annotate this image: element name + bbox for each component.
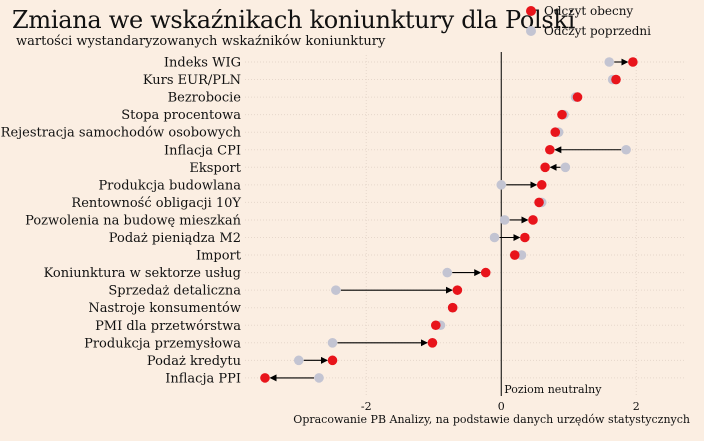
current-point (430, 320, 441, 331)
x-tick-label: 2 (633, 400, 640, 413)
previous-point (496, 180, 507, 190)
previous-point (499, 215, 510, 225)
previous-point (331, 285, 341, 295)
previous-point (604, 57, 615, 67)
category-label: Kurs EUR/PLN (143, 73, 241, 88)
current-point (452, 285, 463, 295)
current-point (327, 355, 338, 366)
grid (245, 55, 685, 396)
category-labels: Indeks WIG Kurs EUR/PLN Bezrobocie Stopa pr… (1, 56, 242, 387)
x-tick-label: -2 (361, 400, 372, 413)
previous-point (293, 355, 304, 366)
previous-point (327, 338, 338, 348)
previous-point (560, 162, 571, 173)
current-point (260, 373, 270, 383)
source-note: Opracowanie PB Analizy, na podstawie dan… (293, 413, 690, 426)
previous-point (314, 373, 324, 383)
current-point (540, 162, 550, 173)
category-label: PMI dla przetwórstwa (95, 319, 241, 334)
legend-previous-label: Odczyt poprzedni (544, 24, 651, 38)
category-label: Podaż kredytu (147, 354, 241, 369)
current-point (447, 302, 458, 313)
category-label: Pozwolenia na budowę mieszkań (25, 213, 241, 228)
previous-point (442, 267, 453, 278)
previous-point (621, 144, 631, 155)
category-label: Produkcja budowlana (98, 178, 241, 193)
category-label: Indeks WIG (164, 56, 241, 71)
current-point (628, 57, 638, 67)
previous-point (516, 250, 527, 260)
current-point (545, 144, 555, 155)
category-label: Koniunktura w sektorze usług (44, 266, 241, 281)
current-point (480, 267, 491, 278)
legend: Odczyt obecny Odczyt poprzedni (526, 4, 651, 38)
current-point (611, 74, 621, 85)
neutral-label: Poziom neutralny (504, 383, 602, 396)
category-label: Produkcja przemysłowa (84, 336, 241, 351)
current-point (528, 215, 538, 225)
category-label: Inflacja CPI (164, 143, 241, 158)
current-point (534, 197, 544, 208)
arrows (269, 58, 629, 382)
category-label: Rentowność obligacji 10Y (71, 196, 241, 211)
category-label: Nastroje konsumentów (88, 301, 241, 316)
current-point (509, 250, 520, 260)
category-label: Eksport (189, 161, 241, 176)
category-label: Stopa procentowa (121, 108, 241, 123)
category-label: Rejestracja samochodów osobowych (1, 126, 242, 141)
category-label: Sprzedaż detaliczna (108, 284, 241, 299)
x-tick-label: 0 (498, 400, 505, 413)
previous-point (489, 232, 500, 243)
category-label: Bezrobocie (168, 91, 242, 106)
chart-subtitle: wartości wystandaryzowanych wskaźników k… (16, 34, 386, 49)
current-point (427, 338, 438, 348)
current-points (260, 57, 638, 383)
current-point (572, 92, 583, 102)
category-label: Podaż pieniądza M2 (109, 231, 241, 246)
current-point (536, 180, 547, 190)
current-point (557, 109, 567, 120)
legend-previous-marker (526, 26, 536, 36)
legend-current-marker (526, 6, 536, 16)
previous-points (293, 57, 631, 383)
category-label: Import (196, 249, 242, 264)
legend-current-label: Odczyt obecny (544, 4, 633, 18)
x-axis-ticks: -2 0 2 (361, 400, 640, 413)
chart-title: Zmiana we wskaźnikach koniunktury dla Po… (12, 6, 576, 34)
category-label: Inflacja PPI (165, 371, 241, 386)
current-point (550, 127, 561, 137)
current-point (520, 232, 530, 243)
